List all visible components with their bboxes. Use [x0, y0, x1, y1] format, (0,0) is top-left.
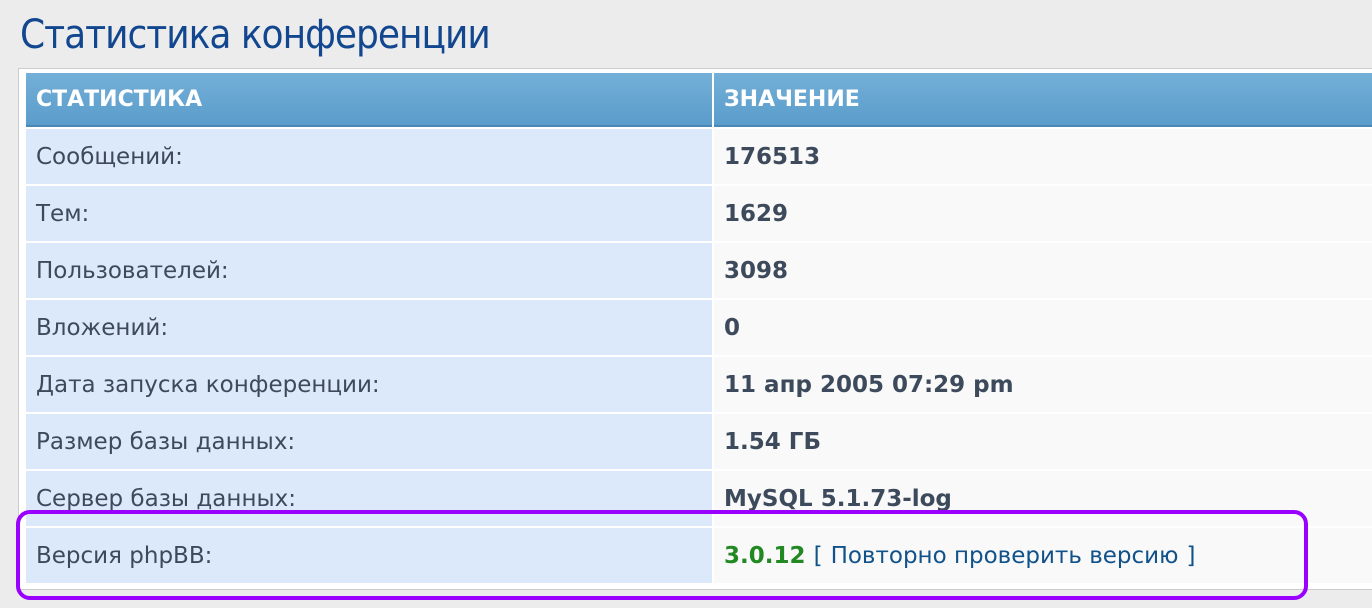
row-value: 1.54 ГБ — [714, 414, 1372, 469]
table-header: СТАТИСТИКА ЗНАЧЕНИЕ — [26, 73, 1372, 127]
row-label: Сервер базы данных: — [26, 471, 713, 526]
highlight-box — [16, 510, 1308, 600]
row-label: Пользователей: — [26, 243, 713, 298]
version-label: Версия phpBB: — [26, 528, 713, 583]
header-stat: СТАТИСТИКА — [26, 73, 713, 127]
table-row: Пользователей: 3098 — [26, 243, 1372, 298]
row-label: Вложений: — [26, 300, 713, 355]
table-row: Тем: 1629 — [26, 186, 1372, 241]
version-row: Версия phpBB: 3.0.12 [ Повторно проверит… — [26, 528, 1372, 583]
row-value: 3098 — [714, 243, 1372, 298]
header-value: ЗНАЧЕНИЕ — [714, 73, 1372, 127]
row-label: Дата запуска конференции: — [26, 357, 713, 412]
table-row: Дата запуска конференции: 11 апр 2005 07:… — [26, 357, 1372, 412]
version-value: 3.0.12 — [724, 542, 806, 569]
row-value: 176513 — [714, 129, 1372, 184]
table-row: Вложений: 0 — [26, 300, 1372, 355]
bracket-open: [ — [813, 542, 823, 569]
row-label: Сообщений: — [26, 129, 713, 184]
table-row: Сообщений: 176513 — [26, 129, 1372, 184]
table-row: Сервер базы данных: MySQL 5.1.73-log — [26, 471, 1372, 526]
recheck-version-link[interactable]: Повторно проверить версию — [830, 542, 1179, 569]
row-value: 0 — [714, 300, 1372, 355]
stats-table: СТАТИСТИКА ЗНАЧЕНИЕ Сообщений: 176513 Тем… — [24, 71, 1372, 585]
version-cell: 3.0.12 [ Повторно проверить версию ] — [714, 528, 1372, 583]
row-label: Размер базы данных: — [26, 414, 713, 469]
row-label: Тем: — [26, 186, 713, 241]
table-row: Размер базы данных: 1.54 ГБ — [26, 414, 1372, 469]
row-value: 1629 — [714, 186, 1372, 241]
page-title: Статистика конференции — [20, 12, 491, 58]
bracket-close: ] — [1186, 542, 1196, 569]
row-value: MySQL 5.1.73-log — [714, 471, 1372, 526]
row-value: 11 апр 2005 07:29 pm — [714, 357, 1372, 412]
